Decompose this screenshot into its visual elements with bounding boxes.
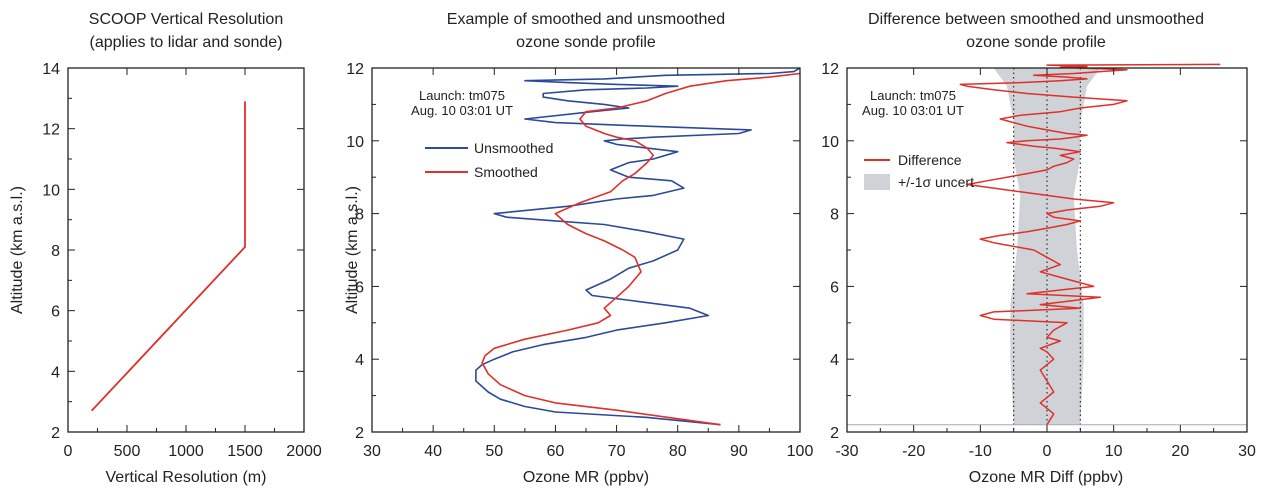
x-tick-label: 0 bbox=[1043, 443, 1052, 460]
plot-frame bbox=[67, 67, 305, 433]
x-tick-label: 30 bbox=[363, 443, 381, 460]
x-tick-label: 10 bbox=[1105, 443, 1123, 460]
series-line-resolution bbox=[90, 101, 246, 412]
uncertainty-band-group bbox=[993, 68, 1101, 425]
x-tick-label: 50 bbox=[485, 443, 503, 460]
chart-title: SCOOP Vertical Resolution bbox=[89, 11, 283, 28]
x-tick-label: 30 bbox=[1238, 443, 1256, 460]
x-tick-label: 0 bbox=[64, 443, 73, 460]
series-group bbox=[959, 63, 1221, 426]
y-tick-label: 2 bbox=[830, 425, 839, 442]
tick-group: -30 -20 -10 0 10 20 30 2 4 6 8 10 12 bbox=[821, 61, 1256, 460]
x-tick-label: 1500 bbox=[227, 443, 263, 460]
x-tick-label: 70 bbox=[608, 443, 626, 460]
y-axis-label: Altitude (km a.s.l.) bbox=[9, 186, 26, 314]
y-tick-label: 6 bbox=[51, 304, 60, 321]
y-tick-label: 2 bbox=[51, 425, 60, 442]
y-tick-label: 6 bbox=[830, 279, 839, 296]
series-group bbox=[475, 67, 801, 426]
y-tick-label: 6 bbox=[355, 279, 364, 296]
x-tick-label: 1000 bbox=[168, 443, 204, 460]
chart-title: Difference between smoothed and unsmooth… bbox=[868, 11, 1204, 28]
legend-label-unsmoothed: Unsmoothed bbox=[474, 140, 553, 156]
x-axis-label: Ozone MR (ppbv) bbox=[523, 469, 649, 486]
x-tick-label: 40 bbox=[424, 443, 442, 460]
y-tick-label: 8 bbox=[830, 207, 839, 224]
legend-label-uncert: +/-1σ uncert bbox=[898, 174, 974, 190]
y-tick-label: 14 bbox=[42, 61, 60, 78]
panel-ozone-profile: Example of smoothed and unsmoothed ozone… bbox=[344, 11, 813, 486]
x-tick-label: 2000 bbox=[286, 443, 322, 460]
y-tick-label: 12 bbox=[42, 122, 60, 139]
x-tick-label: 90 bbox=[730, 443, 748, 460]
y-tick-label: 10 bbox=[346, 134, 364, 151]
series-group bbox=[90, 101, 246, 412]
plot-frame bbox=[371, 67, 801, 433]
tick-group: 30 40 50 60 70 80 90 100 2 4 6 8 10 12 bbox=[346, 61, 813, 460]
x-tick-label: 20 bbox=[1171, 443, 1189, 460]
y-tick-label: 4 bbox=[830, 352, 839, 369]
series-line-unsmoothed bbox=[475, 67, 801, 426]
legend-label-difference: Difference bbox=[898, 152, 962, 168]
y-tick-label: 8 bbox=[51, 243, 60, 260]
x-axis-label: Vertical Resolution (m) bbox=[106, 469, 267, 486]
legend-label-smoothed: Smoothed bbox=[474, 164, 538, 180]
series-line-smoothed bbox=[481, 72, 801, 426]
launch-annotation: Launch: tm075 bbox=[870, 88, 956, 103]
y-tick-label: 4 bbox=[51, 364, 60, 381]
chart-subtitle: (applies to lidar and sonde) bbox=[89, 34, 282, 51]
y-tick-label: 10 bbox=[42, 182, 60, 199]
tick-group: 0 500 1000 1500 2000 2 4 6 8 10 12 14 bbox=[42, 61, 322, 460]
panel-difference: Difference between smoothed and unsmooth… bbox=[821, 11, 1256, 486]
y-tick-label: 2 bbox=[355, 425, 364, 442]
legend-swatch-uncert bbox=[864, 174, 890, 190]
panel-vertical-resolution: SCOOP Vertical Resolution (applies to li… bbox=[9, 11, 322, 486]
series-line-difference bbox=[959, 63, 1221, 426]
launch-date-annotation: Aug. 10 03:01 UT bbox=[411, 103, 513, 118]
chart-subtitle: ozone sonde profile bbox=[966, 34, 1106, 51]
chart-title: Example of smoothed and unsmoothed bbox=[447, 11, 725, 28]
uncertainty-band bbox=[993, 68, 1101, 425]
launch-date-annotation: Aug. 10 03:01 UT bbox=[862, 103, 964, 118]
y-tick-label: 12 bbox=[346, 61, 364, 78]
launch-annotation: Launch: tm075 bbox=[419, 88, 505, 103]
chart-subtitle: ozone sonde profile bbox=[516, 34, 656, 51]
x-tick-label: 80 bbox=[669, 443, 687, 460]
x-tick-label: 100 bbox=[787, 443, 814, 460]
x-tick-label: -10 bbox=[969, 443, 992, 460]
y-tick-label: 8 bbox=[355, 207, 364, 224]
y-axis-label: Altitude (km a.s.l.) bbox=[344, 186, 361, 314]
y-tick-label: 10 bbox=[821, 134, 839, 151]
y-tick-label: 4 bbox=[355, 352, 364, 369]
x-axis-label: Ozone MR Diff (ppbv) bbox=[969, 469, 1123, 486]
y-tick-label: 12 bbox=[821, 61, 839, 78]
x-tick-label: -30 bbox=[835, 443, 858, 460]
x-tick-label: 500 bbox=[114, 443, 141, 460]
reference-lines bbox=[847, 68, 1247, 432]
x-tick-label: 60 bbox=[547, 443, 565, 460]
x-tick-label: -20 bbox=[902, 443, 925, 460]
